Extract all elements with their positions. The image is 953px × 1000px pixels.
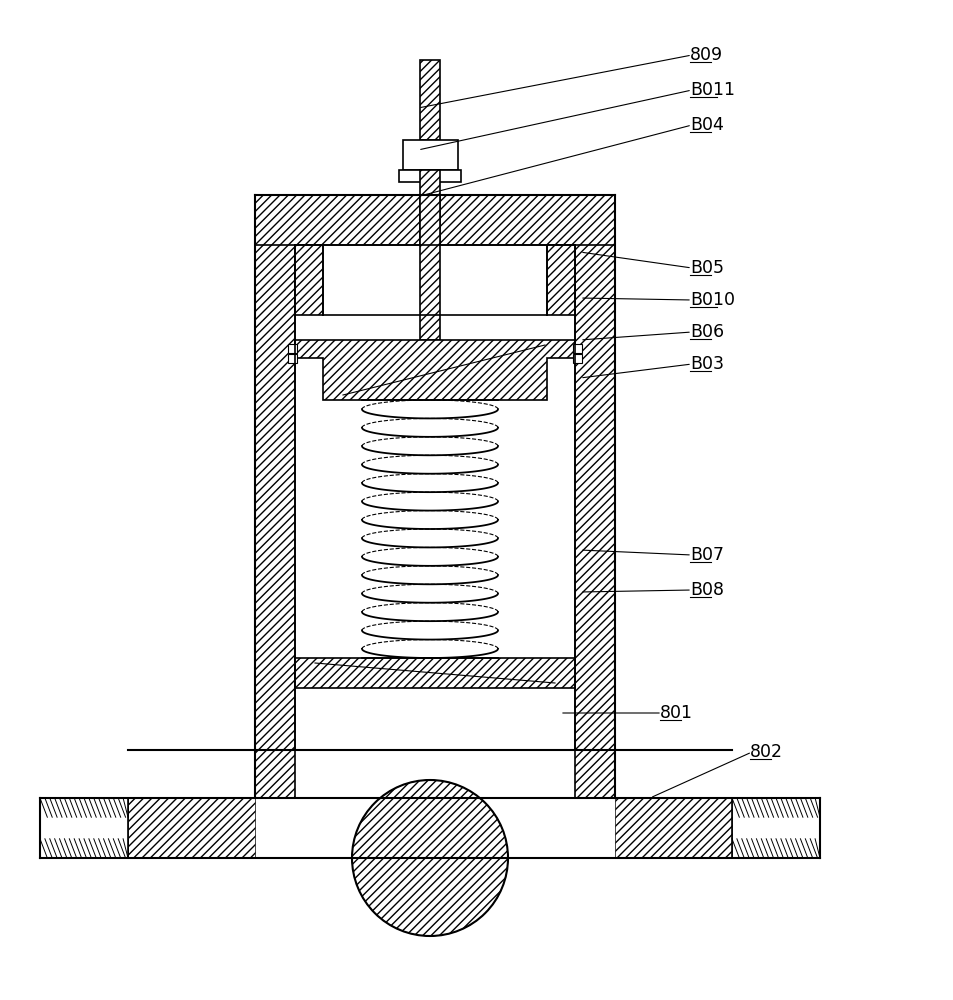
- Polygon shape: [402, 140, 457, 170]
- Polygon shape: [546, 245, 575, 315]
- Polygon shape: [398, 170, 460, 182]
- Polygon shape: [573, 344, 581, 353]
- Polygon shape: [575, 750, 615, 798]
- Text: B011: B011: [689, 81, 734, 99]
- Polygon shape: [288, 354, 296, 363]
- Polygon shape: [573, 354, 581, 363]
- Polygon shape: [254, 195, 419, 245]
- Text: 802: 802: [749, 743, 782, 761]
- Text: B04: B04: [689, 116, 723, 134]
- Text: 809: 809: [689, 46, 722, 64]
- Text: 801: 801: [659, 704, 692, 722]
- Polygon shape: [294, 245, 323, 315]
- Polygon shape: [575, 195, 615, 750]
- Text: B08: B08: [689, 581, 723, 599]
- Text: B07: B07: [689, 546, 723, 564]
- Text: B03: B03: [689, 355, 723, 373]
- Text: B06: B06: [689, 323, 723, 341]
- Polygon shape: [419, 170, 439, 340]
- Polygon shape: [439, 195, 615, 245]
- Polygon shape: [294, 658, 575, 688]
- Polygon shape: [254, 750, 294, 798]
- Text: B05: B05: [689, 259, 723, 277]
- Polygon shape: [419, 60, 439, 140]
- Polygon shape: [254, 195, 294, 750]
- Polygon shape: [288, 344, 296, 353]
- Polygon shape: [294, 340, 575, 400]
- Text: B010: B010: [689, 291, 734, 309]
